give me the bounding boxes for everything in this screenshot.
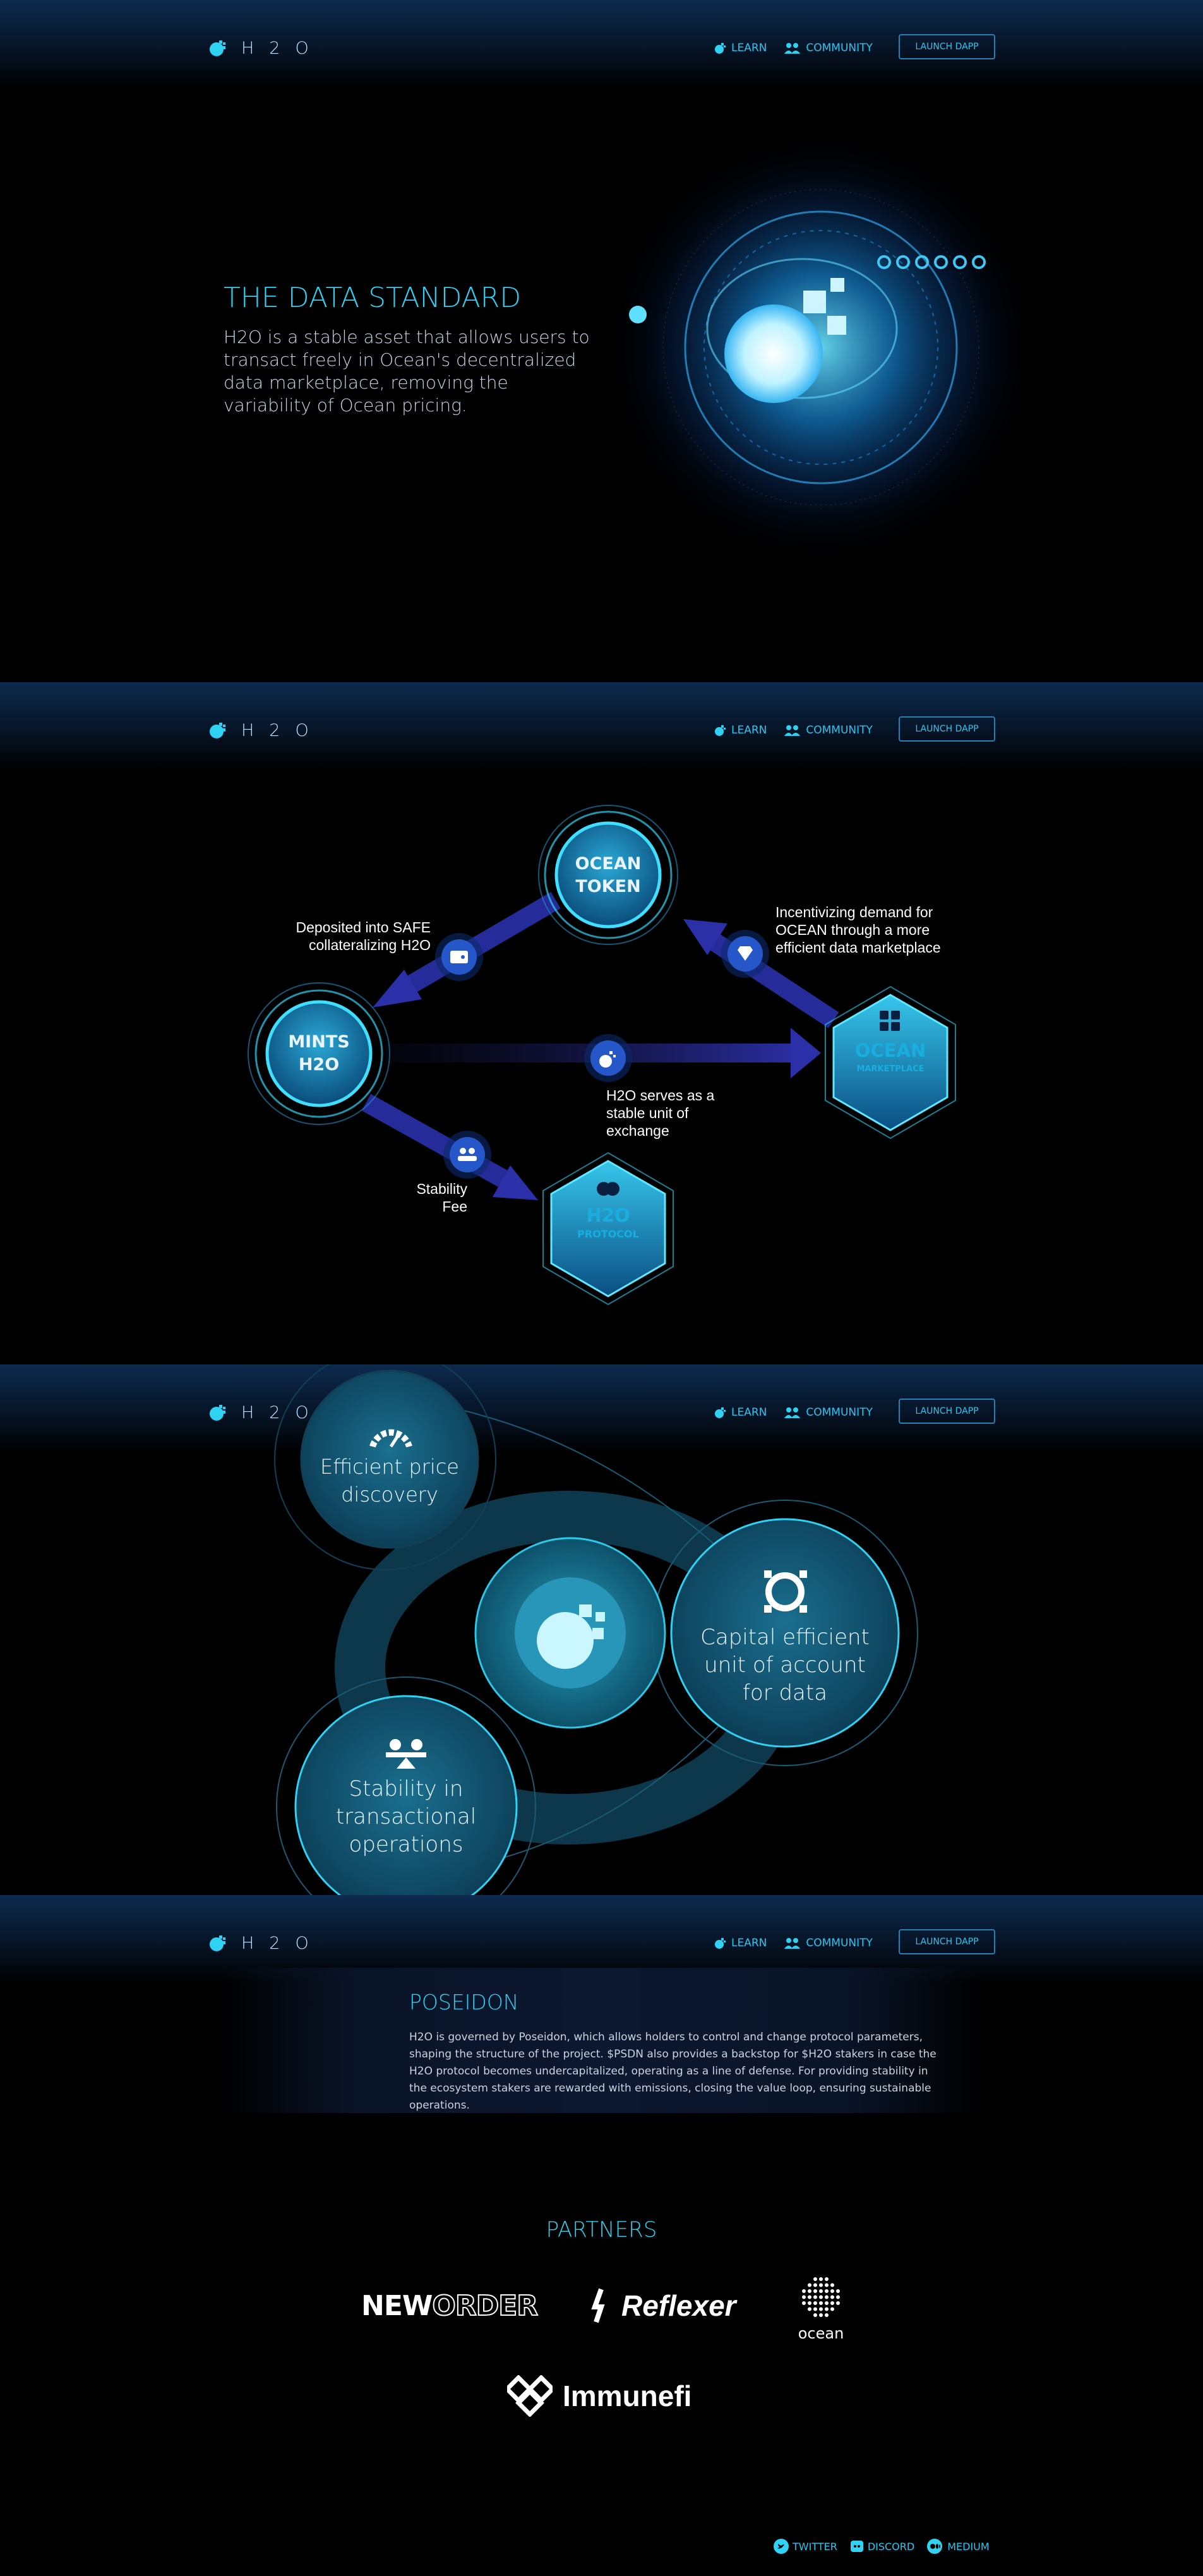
learn-icon (715, 1407, 726, 1418)
nav-community-label: COMMUNITY (806, 42, 873, 54)
how-it-works-section: H2O LEARN COMMUNITY LAUNCH DAPP HOW H2O … (0, 682, 1203, 1364)
reflexer-icon (591, 2288, 605, 2323)
twitter-label: TWITTER (793, 2540, 837, 2553)
logo[interactable]: H2O (208, 719, 324, 742)
capital-label: Capital efficient unit of account for data (700, 1625, 870, 1706)
incentivizing-label: Incentivizing demand for OCEAN through a … (775, 904, 941, 956)
nav-learn-link[interactable]: LEARN (714, 1406, 767, 1419)
h2o-protocol-label: H2O PROTOCOL (577, 1205, 639, 1240)
nav-community-link[interactable]: COMMUNITY (784, 1937, 873, 1949)
price-discovery-node (300, 1369, 479, 1549)
gem-icon (721, 930, 769, 978)
nav-community-link[interactable]: COMMUNITY (784, 724, 873, 737)
launch-dapp-button[interactable]: LAUNCH DAPP (899, 1399, 995, 1424)
medium-label: MEDIUM (947, 2540, 990, 2553)
community-icon (784, 1938, 801, 1949)
nav-community-label: COMMUNITY (806, 1406, 873, 1419)
neworder-logo[interactable]: NEW ORDER (361, 2289, 539, 2323)
launch-dapp-button[interactable]: LAUNCH DAPP (899, 34, 995, 59)
h2o-coin-icon (584, 1034, 632, 1082)
learn-icon (715, 1938, 726, 1949)
nav-community-label: COMMUNITY (806, 724, 873, 737)
logo[interactable]: H2O (208, 1401, 324, 1424)
center-logo-node (474, 1537, 666, 1729)
arrow-ocean-to-mints (373, 892, 561, 1008)
top-nav: H2O LEARN COMMUNITY LAUNCH DAPP (0, 0, 1203, 88)
launch-dapp-button[interactable]: LAUNCH DAPP (899, 716, 995, 742)
community-icon (784, 725, 801, 736)
price-discovery-label: Efficient price discovery (320, 1455, 459, 1507)
discord-label: DISCORD (867, 2540, 915, 2553)
h2o-logo-icon (210, 1405, 225, 1421)
poseidon-section: H2O LEARN COMMUNITY LAUNCH DAPP (0, 1895, 1203, 2576)
nav-learn-label: LEARN (731, 1406, 767, 1419)
h2o-logo-icon (210, 1935, 225, 1951)
stability-node (294, 1695, 518, 1895)
hero-section: H2O LEARN COMMUNITY LAUNCH DAPP (0, 0, 1203, 682)
discord-link[interactable]: DISCORD (850, 2539, 914, 2553)
discord-icon (850, 2541, 863, 2552)
nav-learn-label: LEARN (731, 1937, 767, 1949)
community-icon (784, 1407, 801, 1418)
ocean-logo[interactable]: ocean (793, 2273, 849, 2342)
launch-dapp-button[interactable]: LAUNCH DAPP (899, 1929, 995, 1954)
community-icon (784, 43, 801, 54)
people-icon (443, 1131, 491, 1179)
how-diagram (248, 805, 956, 1306)
deposited-label: Deposited into SAFE collateralizing H2O (296, 919, 431, 953)
stability-label: Stability in transactional operations (335, 1776, 477, 1857)
top-nav: H2O LEARN COMMUNITY LAUNCH DAPP (0, 1364, 1203, 1453)
hero-description: H2O is a stable asset that allows users … (224, 327, 590, 416)
globe-illustration (606, 133, 1036, 562)
logo-wordmark: H2O (241, 720, 324, 740)
ocean-token-node (538, 805, 678, 945)
wallet-icon (435, 933, 483, 981)
nav-community-label: COMMUNITY (806, 1937, 873, 1949)
features-section: H2O LEARN COMMUNITY LAUNCH DAPP (0, 1364, 1203, 1895)
stability-fee-label: Stability Fee (416, 1181, 467, 1215)
nav-learn-label: LEARN (731, 724, 767, 737)
nav-learn-link[interactable]: LEARN (714, 724, 767, 737)
top-nav: H2O LEARN COMMUNITY LAUNCH DAPP (0, 682, 1203, 771)
h2o-logo-icon (210, 723, 225, 738)
nav-community-link[interactable]: COMMUNITY (784, 1406, 873, 1419)
twitter-link[interactable]: TWITTER (774, 2539, 837, 2554)
medium-link[interactable]: MEDIUM (927, 2539, 990, 2554)
logo[interactable]: H2O (208, 1932, 324, 1954)
poseidon-card (222, 1968, 980, 2113)
logo-wordmark: H2O (241, 38, 324, 58)
h2o-logo-icon (210, 40, 225, 56)
h2o-protocol-node (542, 1152, 674, 1306)
ocean-token-label: OCEAN TOKEN (575, 854, 642, 896)
logo-wordmark: H2O (241, 1933, 324, 1953)
nav-learn-label: LEARN (731, 42, 767, 54)
reflexer-logo[interactable]: Reflexer (587, 2287, 736, 2325)
mints-h2o-node (248, 982, 390, 1125)
twitter-icon (774, 2539, 789, 2554)
immunefi-icon (507, 2375, 553, 2417)
medium-icon (927, 2539, 943, 2554)
grid-icon (880, 1011, 900, 1031)
mints-h2o-label: MINTS H2O (288, 1032, 350, 1074)
hero-title: THE DATA STANDARD (224, 282, 522, 314)
serves-label: H2O serves as a stable unit of exchange (606, 1087, 715, 1139)
capital-node (670, 1518, 900, 1748)
learn-icon (715, 43, 726, 54)
immunefi-logo[interactable]: Immunefi (507, 2374, 691, 2418)
logo[interactable]: H2O (208, 37, 324, 59)
partners-title: PARTNERS (546, 2217, 657, 2242)
ocean-dots-icon (802, 2277, 840, 2317)
features-diagram (274, 1364, 918, 1895)
ocean-marketplace-node (825, 985, 956, 1140)
nav-learn-link[interactable]: LEARN (714, 1937, 767, 1949)
nav-community-link[interactable]: COMMUNITY (784, 42, 873, 54)
poseidon-title: POSEIDON (409, 1990, 519, 2014)
poseidon-description: H2O is governed by Poseidon, which allow… (409, 2031, 937, 2112)
footer-links: TWITTER DISCORD MEDIUM (774, 2538, 1002, 2555)
logo-wordmark: H2O (241, 1402, 324, 1423)
nav-learn-link[interactable]: LEARN (714, 42, 767, 54)
ocean-marketplace-label: OCEAN MARKETPLACE (854, 1040, 926, 1074)
learn-icon (715, 725, 726, 736)
